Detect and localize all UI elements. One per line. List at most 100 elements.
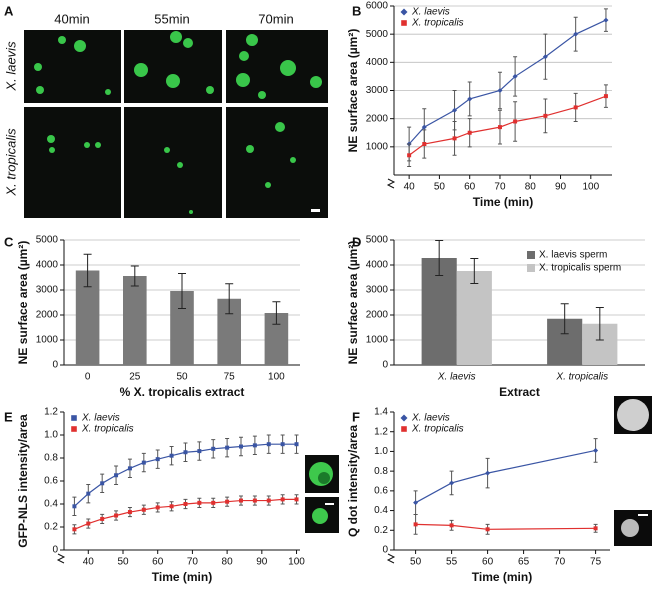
legend-label: X. laevis xyxy=(411,413,450,424)
axis-break xyxy=(386,553,396,564)
x-tick-label: X. laevis xyxy=(437,372,476,383)
point xyxy=(114,473,119,478)
x-tick-label: 40 xyxy=(83,557,95,568)
point xyxy=(413,500,419,506)
y-tick-label: 1.0 xyxy=(44,430,58,441)
y-tick-label: 1000 xyxy=(36,335,59,346)
point xyxy=(266,498,271,503)
y-axis-label: GFP-NLS intensity/area xyxy=(16,414,30,548)
legend-label: X. tropicalis sperm xyxy=(539,263,621,274)
point xyxy=(573,105,578,110)
point xyxy=(141,460,146,465)
point xyxy=(400,414,408,422)
point xyxy=(225,445,230,450)
point xyxy=(497,88,503,93)
y-tick-label: 1.2 xyxy=(44,407,58,418)
y-tick-label: 2000 xyxy=(366,310,389,321)
y-axis-label: NE surface area (µm²) xyxy=(16,241,30,365)
panel-letter: F xyxy=(352,409,360,424)
point xyxy=(294,442,299,447)
point xyxy=(127,466,132,471)
point xyxy=(72,504,77,509)
bar xyxy=(75,270,100,365)
legend-swatch xyxy=(527,251,535,259)
y-tick-label: 0 xyxy=(52,545,58,556)
legend-label: X. laevis sperm xyxy=(539,250,607,261)
x-tick-label: 50 xyxy=(117,557,129,568)
x-tick-label: 80 xyxy=(525,182,537,193)
x-tick-label: 100 xyxy=(582,182,599,193)
y-tick-label: 3000 xyxy=(36,285,59,296)
panel-letter: A xyxy=(4,3,14,18)
point xyxy=(280,442,285,447)
y-tick-label: 1.4 xyxy=(374,407,388,418)
point xyxy=(211,500,216,505)
row-label: X. laevis xyxy=(3,41,18,92)
y-tick-label: 4000 xyxy=(36,260,59,271)
point xyxy=(239,444,243,449)
x-tick-label: 90 xyxy=(256,557,268,568)
point xyxy=(155,505,160,510)
panel-letter: E xyxy=(4,409,13,424)
point xyxy=(155,457,160,462)
x-axis-label: % X. tropicalis extract xyxy=(120,385,245,399)
point xyxy=(542,54,548,60)
y-tick-label: 0.2 xyxy=(44,522,58,533)
y-axis-label: NE surface area (µm²) xyxy=(346,241,360,365)
y-tick-label: 1.0 xyxy=(374,446,388,457)
x-tick-label: 70 xyxy=(554,557,566,568)
inset-images xyxy=(305,396,652,546)
y-axis-label: NE surface area (µm²) xyxy=(346,29,360,153)
point xyxy=(252,498,257,503)
x-tick-label: X. tropicalis xyxy=(555,372,608,383)
point xyxy=(603,94,608,99)
point xyxy=(401,20,407,26)
point xyxy=(593,526,598,531)
y-tick-label: 1000 xyxy=(366,141,389,152)
y-tick-label: 0.4 xyxy=(374,505,388,516)
y-tick-label: 4000 xyxy=(366,57,389,68)
point xyxy=(252,443,257,448)
bar xyxy=(170,291,194,365)
error-bar xyxy=(83,253,92,288)
y-tick-label: 3000 xyxy=(366,85,389,96)
point xyxy=(452,107,458,113)
panel-letter: B xyxy=(352,3,361,18)
point xyxy=(211,446,216,451)
y-tick-label: 1000 xyxy=(366,335,389,346)
micrograph-grid xyxy=(22,28,328,220)
x-tick-label: 50 xyxy=(434,182,446,193)
x-axis-label: Time (min) xyxy=(473,195,533,209)
legend-swatch xyxy=(527,264,535,272)
y-tick-label: 0.6 xyxy=(374,485,388,496)
legend-label: X. tropicalis xyxy=(411,424,464,435)
x-tick-label: 100 xyxy=(268,372,285,383)
y-tick-label: 5000 xyxy=(36,235,59,246)
point xyxy=(452,136,457,141)
error-bar xyxy=(225,283,234,315)
x-tick-label: 60 xyxy=(482,557,494,568)
point xyxy=(71,415,77,421)
point xyxy=(183,450,188,455)
y-tick-label: 5000 xyxy=(366,29,389,40)
point xyxy=(266,442,271,447)
legend-label: X. laevis xyxy=(81,413,120,424)
point xyxy=(449,523,454,528)
point xyxy=(573,31,579,37)
bar xyxy=(123,276,147,365)
x-tick-label: 100 xyxy=(288,557,305,568)
x-tick-label: 70 xyxy=(187,557,199,568)
error-bar xyxy=(272,301,281,325)
error-bar xyxy=(178,273,186,309)
row-label: X. tropicalis xyxy=(3,128,18,197)
point xyxy=(169,504,174,509)
x-tick-label: 90 xyxy=(555,182,567,193)
point xyxy=(72,527,77,532)
point xyxy=(401,426,407,432)
x-tick-label: 40 xyxy=(404,182,416,193)
x-tick-label: 0 xyxy=(85,372,91,383)
x-axis-label: Time (min) xyxy=(472,570,532,584)
point xyxy=(86,521,91,526)
series-line xyxy=(408,95,607,156)
point xyxy=(421,124,427,130)
